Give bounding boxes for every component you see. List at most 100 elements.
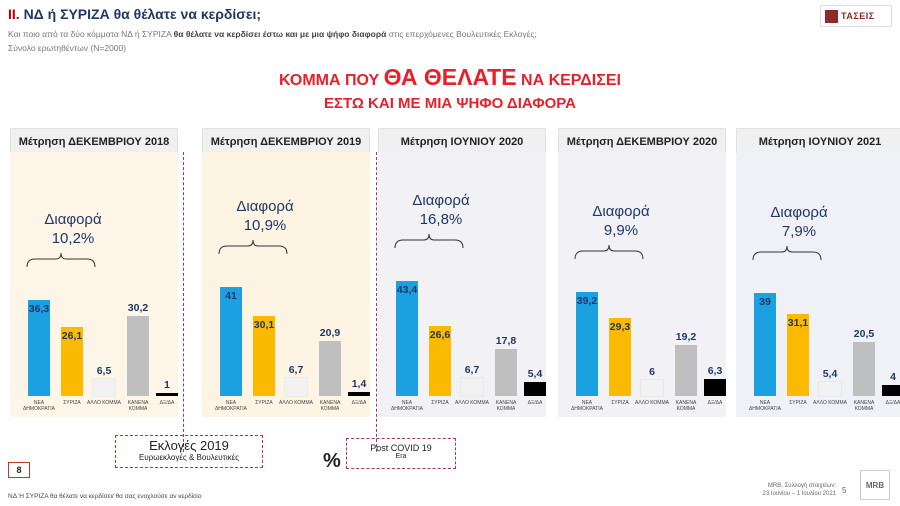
category-label: ΣΥΡΙΖΑ: [431, 400, 449, 406]
panel-title: Μέτρηση ΙΟΥΝΙΟΥ 2020: [378, 128, 546, 155]
bar-nd: [396, 280, 418, 396]
elections-2019-box: Εκλογές 2019 Ευρωεκλογές & Βουλευτικές: [115, 435, 263, 468]
bar-value-label: 26,6: [429, 328, 451, 341]
bar-value-label: 5,4: [822, 367, 838, 380]
bar-value-label: 39,2: [576, 295, 598, 308]
bar-none: [127, 315, 149, 396]
difference-label: Διαφορά 9,9%: [566, 202, 676, 240]
bar-value-label: 20,5: [853, 327, 875, 340]
difference-label: Διαφορά 7,9%: [744, 203, 854, 241]
bar-value-label: 41: [225, 290, 237, 303]
logo-mark-icon: [825, 9, 838, 23]
subtitle-post: στις επερχόμενες Βουλευτικές Εκλογές;: [386, 29, 537, 39]
category-label: ΑΛΛΟ ΚΟΜΜΑ: [455, 400, 489, 406]
difference-brace: [394, 233, 464, 249]
bar-value-label: 6,5: [96, 364, 112, 377]
bar-syriza: [787, 313, 809, 396]
source-line2: 23 Ιουνίου – 1 Ιουλίου 2021: [762, 491, 836, 497]
panel-title: Μέτρηση ΔΕΚΕΜΒΡΙΟΥ 2020: [558, 128, 726, 155]
bar-syriza: [61, 326, 83, 396]
divider-2019: [183, 152, 184, 452]
headline-big: ΘΑ ΘΕΛΑΤΕ: [383, 64, 517, 90]
category-label: ΑΛΛΟ ΚΟΜΜΑ: [279, 400, 313, 406]
category-label: ΔΞ/ΔΑ: [159, 400, 175, 406]
question-subtitle: Και ποιο από τα δύο κόμματα ΝΔ ή ΣΥΡΙΖΑ …: [8, 29, 708, 39]
bar-value-label: 39: [759, 295, 771, 308]
percent-sign: %: [323, 450, 341, 472]
bar-value-label: 4: [890, 371, 896, 384]
category-label: ΔΞ/ΔΑ: [707, 400, 723, 406]
category-label: ΣΥΡΙΖΑ: [255, 400, 273, 406]
difference-brace: [26, 252, 96, 267]
category-label: ΝΕΑ ΔΗΜΟΚΡΑΤΙΑ: [748, 400, 782, 412]
bar-value-label: 17,8: [495, 334, 517, 347]
difference-value: 10,9%: [243, 217, 287, 235]
footer-question: ΝΔ Ή ΣΥΡΙΖΑ θα θέλατε να κερδίσει/ θα σα…: [8, 493, 202, 500]
bar-other: [461, 378, 483, 396]
bar-value-label: 20,9: [319, 326, 341, 339]
category-label: ΔΞ/ΔΑ: [527, 400, 543, 406]
category-label: ΣΥΡΙΖΑ: [611, 400, 629, 406]
category-label: ΣΥΡΙΖΑ: [789, 400, 807, 406]
difference-word: Διαφορά: [412, 191, 470, 209]
bar-value-label: 31,1: [787, 316, 809, 329]
difference-word: Διαφορά: [770, 203, 828, 221]
bar-nd: [576, 292, 598, 396]
difference-label: Διαφορά 10,2%: [18, 210, 128, 248]
footer-source: MRB, Συλλογή στοιχείων: 23 Ιουνίου – 1 Ι…: [756, 482, 836, 498]
covid-title: Post COVID 19: [370, 443, 432, 453]
bar-dk: [524, 381, 546, 396]
tasis-logo: ΤΑΣΕΙΣ: [820, 5, 892, 27]
category-label: ΑΛΛΟ ΚΟΜΜΑ: [635, 400, 669, 406]
post-covid-box: Post COVID 19 Era: [346, 438, 456, 469]
category-label: ΑΛΛΟ ΚΟΜΜΑ: [813, 400, 847, 406]
title-text: ΝΔ ή ΣΥΡΙΖΑ θα θέλατε να κερδίσει;: [23, 6, 262, 22]
difference-brace: [574, 245, 644, 260]
bar-value-label: 30,1: [253, 319, 275, 332]
bar-value-label: 43,4: [396, 283, 418, 296]
category-label: ΚΑΝΕΝΑ ΚΟΜΜΑ: [675, 400, 697, 412]
category-label: ΚΑΝΕΝΑ ΚΟΜΜΑ: [495, 400, 517, 412]
category-label: ΑΛΛΟ ΚΟΜΜΑ: [87, 400, 121, 406]
bar-nd: [220, 287, 242, 396]
bar-value-label: 26,1: [61, 329, 83, 342]
category-label: ΚΑΝΕΝΑ ΚΟΜΜΑ: [127, 400, 149, 412]
bar-nd: [28, 299, 50, 396]
category-label: ΔΞ/ΔΑ: [885, 400, 900, 406]
bar-none: [319, 340, 341, 396]
difference-value: 7,9%: [781, 222, 817, 240]
bar-nd: [754, 292, 776, 396]
bar-none: [853, 341, 875, 396]
source-line1: MRB, Συλλογή στοιχείων:: [767, 483, 836, 489]
difference-brace: [218, 240, 288, 255]
difference-label: Διαφορά 10,9%: [210, 197, 320, 235]
divider-covid: [376, 152, 377, 452]
category-label: ΣΥΡΙΖΑ: [63, 400, 81, 406]
difference-word: Διαφορά: [592, 203, 650, 221]
page-number: 5: [842, 486, 847, 495]
difference-word: Διαφορά: [236, 198, 294, 216]
bar-syriza: [253, 316, 275, 396]
bar-value-label: 6,3: [707, 365, 723, 378]
difference-value: 9,9%: [603, 222, 639, 240]
panel-title: Μέτρηση ΔΕΚΕΜΒΡΙΟΥ 2018: [10, 128, 178, 155]
bar-syriza: [429, 325, 451, 396]
elections-sub: Ευρωεκλογές & Βουλευτικές: [138, 453, 240, 462]
category-label: ΝΕΑ ΔΗΜΟΚΡΑΤΙΑ: [570, 400, 604, 412]
bar-dk: [704, 379, 726, 396]
difference-label: Διαφορά 16,8%: [386, 191, 496, 229]
bar-value-label: 19,2: [675, 331, 697, 344]
bar-other: [93, 378, 115, 396]
bar-other: [819, 381, 841, 396]
subtitle-pre: Και ποιο από τα δύο κόμματα ΝΔ ή ΣΥΡΙΖΑ: [8, 29, 174, 39]
category-label: ΝΕΑ ΔΗΜΟΚΡΑΤΙΑ: [390, 400, 424, 412]
mrb-logo: MRB: [860, 470, 890, 500]
bar-none: [675, 345, 697, 396]
category-label: ΚΑΝΕΝΑ ΚΟΜΜΑ: [853, 400, 875, 412]
bar-dk: [882, 385, 900, 396]
category-label: ΔΞ/ΔΑ: [351, 400, 367, 406]
category-label: ΝΕΑ ΔΗΜΟΚΡΑΤΙΑ: [214, 400, 248, 412]
bar-value-label: 1: [164, 379, 170, 391]
difference-brace: [752, 245, 822, 260]
bar-dk: [348, 392, 370, 396]
